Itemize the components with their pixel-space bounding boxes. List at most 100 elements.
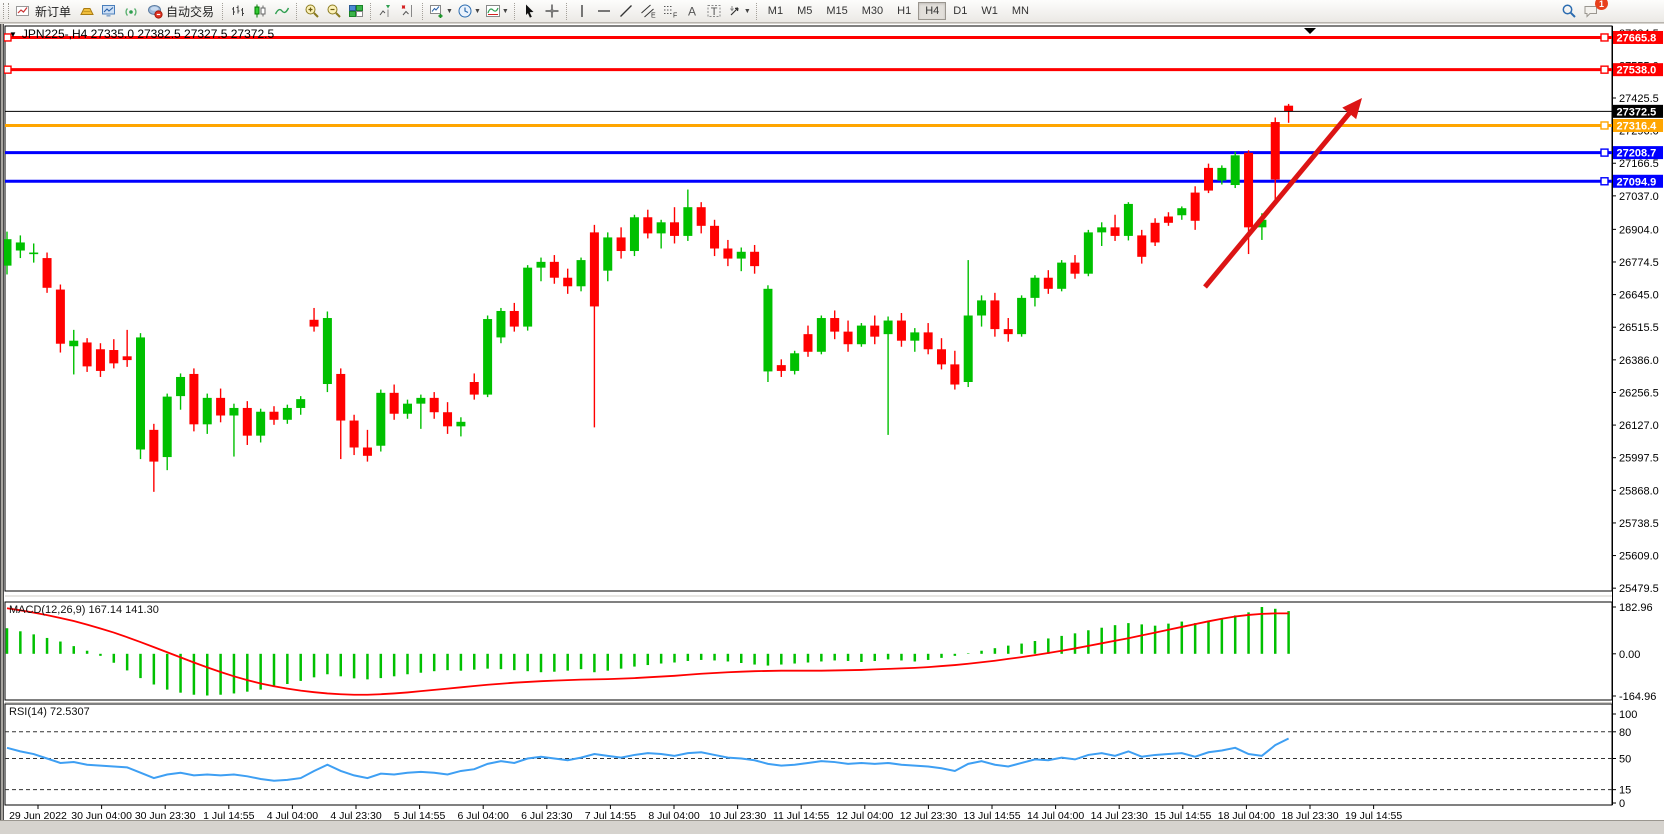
fibonacci-letter: F (673, 13, 677, 20)
ohlc-bars-icon (232, 5, 245, 16)
tile-windows-button[interactable] (345, 1, 367, 21)
candlestick-mode-button[interactable] (249, 1, 271, 21)
search-button[interactable] (1558, 1, 1580, 21)
line-handle (1600, 177, 1609, 186)
main-toolbar: 新订单 自动交易 ▼ ▼ (0, 0, 1664, 23)
dropdown-arrow-icon: ▼ (9, 29, 17, 39)
timeframe-button-W1[interactable]: W1 (974, 2, 1005, 20)
line-handle (1600, 148, 1609, 157)
auto-scroll-button[interactable] (397, 1, 419, 21)
trend-arrow-annotation[interactable] (1203, 98, 1362, 289)
timeframe-button-M30[interactable]: M30 (855, 2, 890, 20)
svg-text:29 Jun 2022: 29 Jun 2022 (9, 810, 67, 822)
svg-text:27538.0: 27538.0 (1617, 65, 1657, 77)
zoom-out-icon (327, 4, 341, 18)
svg-text:80: 80 (1619, 727, 1631, 739)
timeframe-button-MN[interactable]: MN (1005, 2, 1036, 20)
zoom-in-button[interactable] (301, 1, 323, 21)
zoom-in-icon (305, 4, 319, 18)
svg-text:25997.5: 25997.5 (1619, 453, 1659, 465)
fibonacci-tool-button[interactable]: F (659, 1, 681, 21)
time-axis[interactable]: 29 Jun 2022 30 Jun 04:00 30 Jun 23:30 1 Jul… (9, 805, 1402, 822)
text-tool-icon: A (688, 5, 696, 19)
periods-button[interactable]: ▼ (455, 1, 483, 21)
vertical-line-icon (581, 5, 583, 17)
bar-chart-mode-button[interactable] (227, 1, 249, 21)
rsi-indicator-label: RSI(14) 72.5307 (9, 706, 90, 718)
svg-text:26774.5: 26774.5 (1619, 257, 1659, 269)
svg-text:14 Jul 23:30: 14 Jul 23:30 (1091, 810, 1148, 822)
new-order-button[interactable]: 新订单 (11, 1, 76, 21)
text-tool-button[interactable]: A (681, 1, 703, 21)
equidistant-channel-icon: E (641, 4, 656, 19)
autotrading-button[interactable]: 自动交易 (142, 1, 219, 21)
svg-text:6 Jul 23:30: 6 Jul 23:30 (521, 810, 573, 822)
candles-layer (2, 103, 1294, 492)
label-letter: T (711, 6, 718, 18)
svg-text:25479.5: 25479.5 (1619, 583, 1659, 595)
line-handle (1600, 33, 1609, 42)
svg-text:13 Jul 14:55: 13 Jul 14:55 (963, 810, 1020, 822)
new-chart-button[interactable]: ▼ (427, 1, 455, 21)
chevron-down-icon: ▼ (743, 7, 751, 15)
tile-windows-icon (349, 5, 364, 17)
market-watch-icon (102, 5, 116, 17)
horizontal-lines-layer[interactable] (3, 33, 1612, 186)
svg-text:4 Jul 23:30: 4 Jul 23:30 (330, 810, 382, 822)
line-handle (3, 65, 12, 74)
signals-button[interactable] (120, 1, 142, 21)
equidistant-channel-tool-button[interactable]: E (637, 1, 659, 21)
chat-button[interactable]: 1 (1580, 0, 1608, 21)
svg-text:26904.0: 26904.0 (1619, 224, 1659, 236)
svg-text:25868.0: 25868.0 (1619, 485, 1659, 497)
macd-signal-line (6, 607, 1289, 696)
line-handle (3, 33, 12, 42)
chart-shift-icon (379, 5, 391, 17)
line-chart-mode-button[interactable] (271, 1, 293, 21)
rsi-line (6, 737, 1290, 782)
autotrading-label: 自动交易 (166, 4, 215, 19)
arrows-tool-button[interactable]: ▼ (725, 1, 753, 21)
timeframe-button-M15[interactable]: M15 (819, 2, 854, 20)
timeframe-button-H1[interactable]: H1 (890, 2, 918, 20)
horizontal-line-tool-button[interactable] (593, 1, 615, 21)
vertical-line-tool-button[interactable] (571, 1, 593, 21)
timeframe-button-M1[interactable]: M1 (761, 2, 790, 20)
indicators-icon (485, 5, 500, 17)
chart-title[interactable]: ▼ JPN225-,H4 27335.0 27382.5 27327.5 273… (9, 27, 274, 41)
chart-shift-button[interactable] (375, 1, 397, 21)
timeframe-toolbar: M1 M5 M15 M30 H1 H4 D1 W1 MN (761, 2, 1036, 20)
text-label-tool-button[interactable]: T (703, 1, 725, 21)
zoom-out-button[interactable] (323, 1, 345, 21)
macd-axis[interactable]: 182.96 0.00 -164.96 (1612, 602, 1656, 703)
cursor-arrow-icon (525, 4, 534, 18)
trendline-tool-button[interactable] (615, 1, 637, 21)
status-strip (0, 820, 1664, 834)
svg-text:6 Jul 04:00: 6 Jul 04:00 (458, 810, 510, 822)
timeframe-button-H4[interactable]: H4 (918, 2, 947, 20)
svg-text:0.00: 0.00 (1619, 649, 1640, 661)
svg-text:14 Jul 04:00: 14 Jul 04:00 (1027, 810, 1084, 822)
toolbar-separator (222, 2, 224, 20)
price-axis[interactable]: 27684.527555.027425.527296.027166.527037… (1612, 28, 1659, 595)
svg-text:4 Jul 04:00: 4 Jul 04:00 (267, 810, 319, 822)
timeframe-button-D1[interactable]: D1 (946, 2, 974, 20)
chart-canvas[interactable]: 27684.527555.027425.527296.027166.527037… (0, 24, 1664, 834)
toolbar-grip[interactable] (3, 3, 9, 19)
price-badges: 27665.8 27538.0 27316.4 27208.7 27094.9 27372… (1613, 30, 1663, 188)
chart-shift-marker[interactable] (1304, 28, 1316, 34)
indicators-button[interactable]: ▼ (483, 1, 511, 21)
notification-badge: 1 (1595, 0, 1608, 10)
crosshair-tool-button[interactable] (541, 1, 563, 21)
macd-indicator-label: MACD(12,26,9) 167.14 141.30 (9, 604, 159, 616)
cursor-tool-button[interactable] (519, 1, 541, 21)
candlestick-icon (254, 4, 266, 18)
chevron-down-icon: ▼ (446, 7, 453, 15)
quotes-button[interactable] (76, 1, 98, 21)
svg-text:12 Jul 04:00: 12 Jul 04:00 (836, 810, 893, 822)
timeframe-button-M5[interactable]: M5 (790, 2, 819, 20)
signal-icon (125, 8, 137, 16)
svg-text:30 Jun 23:30: 30 Jun 23:30 (135, 810, 196, 822)
market-watch-button[interactable] (98, 1, 120, 21)
rsi-axis[interactable]: 100 80 50 150 (1612, 709, 1637, 810)
